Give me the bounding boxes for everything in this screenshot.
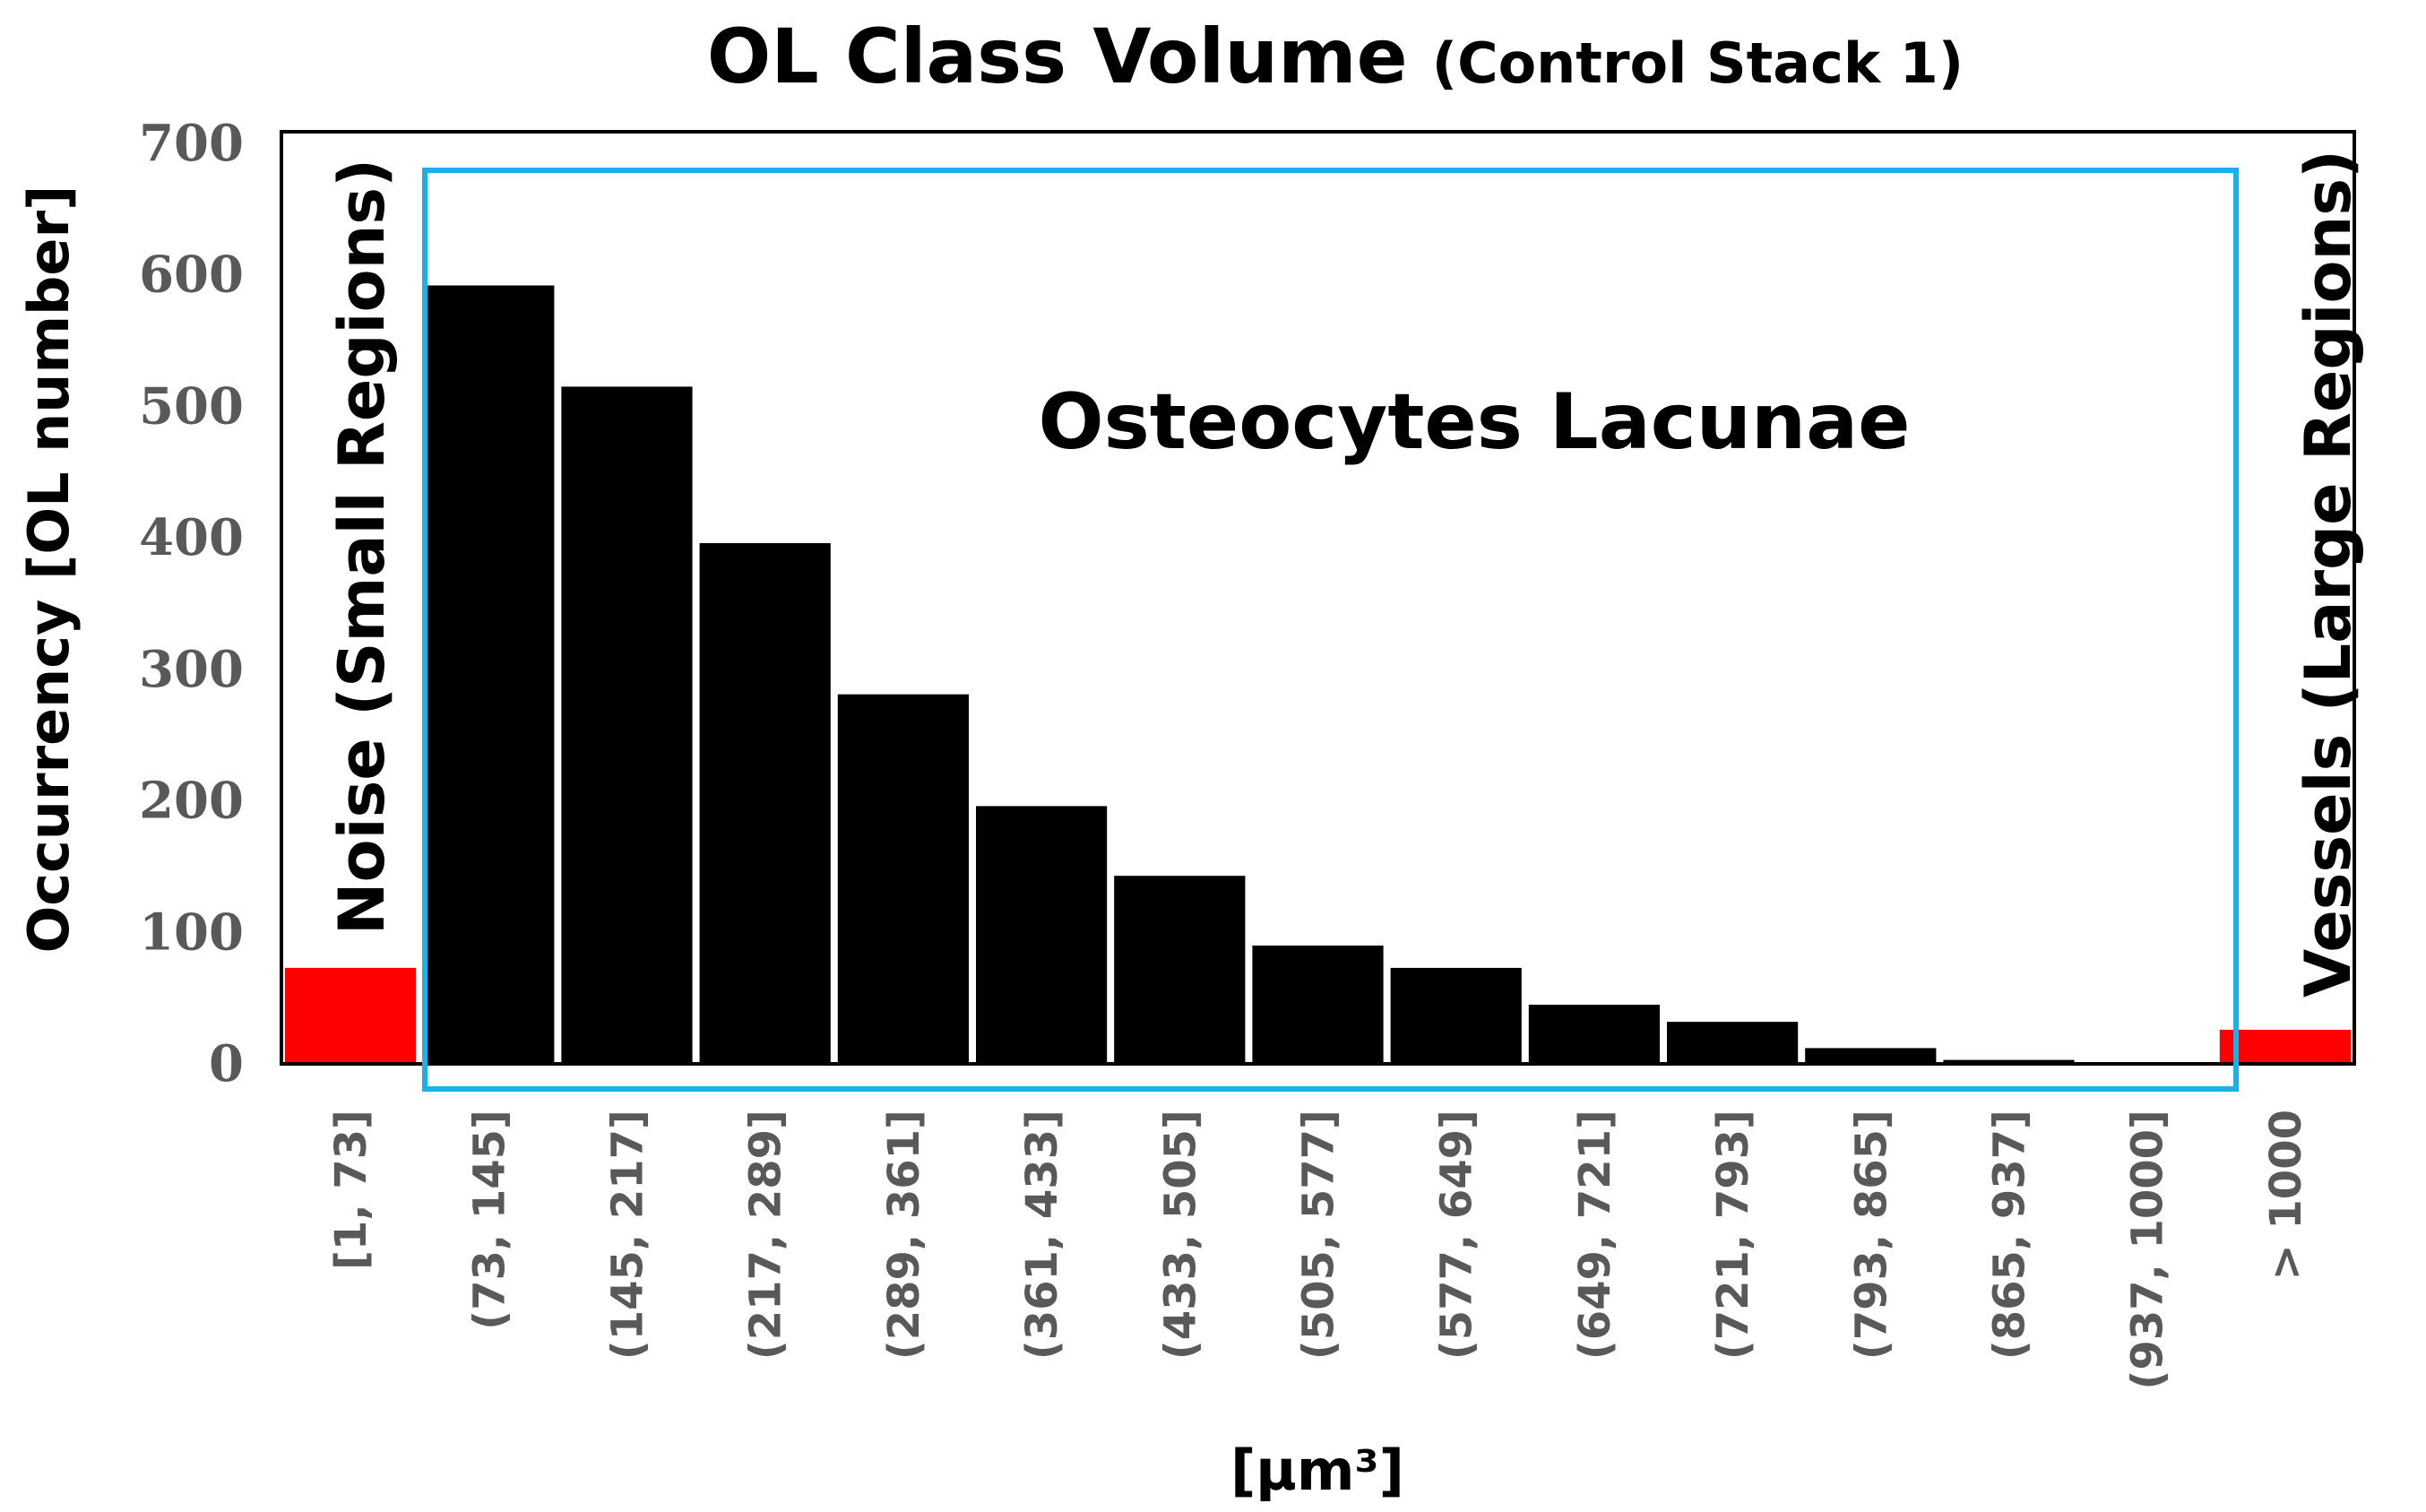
chart-subtitle: (Control Stack 1) bbox=[1432, 30, 1964, 96]
bar bbox=[1943, 1059, 2075, 1062]
bar bbox=[976, 806, 1108, 1062]
x-tick-label: (361, 433] bbox=[1017, 1110, 1067, 1360]
y-tick-label: 700 bbox=[139, 114, 244, 173]
bars bbox=[285, 285, 2351, 1065]
bar bbox=[2219, 1029, 2351, 1062]
x-tick-label: (721, 793] bbox=[1708, 1110, 1758, 1360]
x-tick-label: > 1000 bbox=[2261, 1110, 2311, 1281]
y-tick-label: 600 bbox=[139, 246, 244, 305]
x-tick-label: (289, 361] bbox=[879, 1110, 929, 1360]
x-tick-label: (649, 721] bbox=[1570, 1110, 1620, 1360]
bar bbox=[1667, 1022, 1799, 1062]
x-tick-label: (73, 145] bbox=[464, 1110, 514, 1330]
bar bbox=[1252, 946, 1384, 1062]
x-tick-label: (145, 217] bbox=[603, 1110, 653, 1360]
bar bbox=[699, 543, 831, 1062]
y-axis-label: Occurrency [OL number] bbox=[16, 186, 82, 954]
bar bbox=[423, 285, 555, 1062]
y-tick-label: 0 bbox=[209, 1034, 244, 1093]
plot-frame bbox=[280, 130, 2356, 1066]
x-tick-label: [1, 73] bbox=[326, 1110, 376, 1270]
chart-title: OL Class Volume (Control Stack 1) bbox=[707, 13, 1964, 100]
bar bbox=[1114, 876, 1246, 1062]
bar bbox=[1528, 1005, 1660, 1062]
x-tick-label: (793, 865] bbox=[1846, 1110, 1896, 1360]
y-axis-ticks: 0 100 200 300 400 500 600 700 bbox=[139, 114, 244, 1093]
bar bbox=[561, 386, 693, 1062]
y-tick-label: 200 bbox=[139, 772, 244, 831]
x-tick-label: (433, 505] bbox=[1155, 1110, 1205, 1360]
osteocytes-highlight-box bbox=[422, 168, 2239, 1092]
vessels-region-label: Vessels (Large Regions) bbox=[2292, 150, 2365, 998]
y-tick-label: 300 bbox=[139, 640, 244, 699]
bar bbox=[837, 694, 969, 1062]
x-tick-label: (505, 577] bbox=[1294, 1110, 1344, 1360]
osteocytes-lacunae-label: Osteocytes Lacunae bbox=[1038, 377, 1910, 467]
bar bbox=[1390, 967, 1522, 1062]
x-tick-label: (865, 937] bbox=[1985, 1110, 2035, 1360]
y-tick-label: 400 bbox=[139, 508, 244, 567]
x-axis-label: [µm³] bbox=[1230, 1438, 1404, 1503]
noise-region-label: Noise (Small Regions) bbox=[325, 159, 399, 935]
chart-title-main: OL Class Volume bbox=[707, 13, 1408, 100]
bar bbox=[285, 967, 417, 1062]
x-axis-ticks: [1, 73] (73, 145] (145, 217] (217, 289] (289… bbox=[326, 1110, 2311, 1390]
x-tick-label: (937, 1000] bbox=[2123, 1110, 2173, 1390]
y-tick-label: 500 bbox=[139, 376, 244, 436]
bar bbox=[1805, 1048, 1937, 1062]
y-tick-label: 100 bbox=[139, 903, 244, 962]
x-tick-label: (577, 649] bbox=[1432, 1110, 1482, 1360]
x-tick-label: (217, 289] bbox=[741, 1110, 791, 1360]
